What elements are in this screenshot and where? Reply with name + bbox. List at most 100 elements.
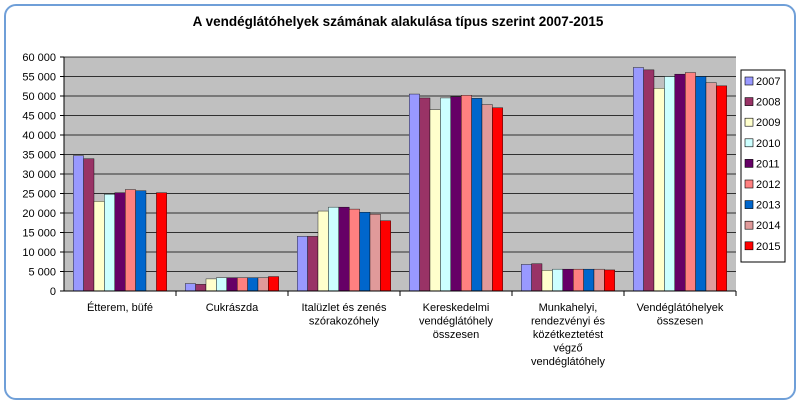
x-category-label: Cukrászda: [206, 302, 259, 314]
y-tick-label: 50 000: [22, 91, 56, 103]
legend-label: 2012: [756, 179, 780, 191]
bar: [562, 268, 574, 292]
bar: [93, 201, 105, 292]
bar: [380, 220, 391, 292]
legend-swatch: [744, 241, 754, 251]
x-category-label: összesen: [433, 329, 479, 341]
x-category-label: szórakozóhely: [309, 316, 380, 328]
bar: [359, 212, 371, 292]
legend-label: 2015: [756, 241, 780, 253]
y-tick-label: 15 000: [22, 228, 56, 240]
legend-label: 2007: [756, 76, 780, 88]
bar: [695, 76, 707, 292]
bar: [685, 72, 696, 292]
bar: [247, 277, 259, 292]
gridlines: [64, 56, 736, 272]
bar: [409, 93, 420, 292]
legend-swatch: [744, 138, 754, 148]
x-category-label: összesen: [657, 316, 703, 328]
legend-label: 2008: [756, 97, 780, 109]
x-category-label: Munkahelyi,: [539, 302, 598, 314]
y-tick-label: 40 000: [22, 130, 56, 142]
bar: [156, 192, 167, 292]
x-category-label: vendéglátóhely: [419, 316, 494, 328]
bar: [461, 95, 472, 292]
bar: [552, 268, 564, 292]
bar: [83, 158, 95, 292]
bar: [450, 96, 462, 292]
x-category-label: végző: [553, 343, 582, 355]
bar: [521, 264, 532, 292]
x-category-label: közétkeztetést: [533, 329, 603, 341]
y-axis-ticks: 0 5 000 10 000 15 000 20 000 25 000 30 000 35 0…: [22, 52, 64, 298]
bar: [236, 277, 248, 292]
y-tick-label: 45 000: [22, 111, 56, 123]
y-tick-label: 5 000: [28, 267, 56, 279]
bar: [481, 104, 493, 292]
bar: [653, 87, 665, 292]
legend-label: 2013: [756, 200, 780, 212]
bar: [664, 76, 676, 292]
y-tick-label: 35 000: [22, 150, 56, 162]
bar: [633, 67, 644, 292]
bar: [195, 284, 207, 292]
legend-swatch: [744, 179, 754, 189]
bar: [72, 155, 84, 292]
y-tick-label: 10 000: [22, 247, 56, 259]
bar: [338, 206, 350, 292]
bar: [471, 98, 483, 292]
bar: [104, 194, 116, 292]
legend-swatch: [744, 220, 754, 230]
bars: [72, 67, 728, 292]
legend-swatch: [744, 200, 754, 209]
bar: [124, 189, 136, 292]
y-tick-label: 55 000: [22, 72, 56, 84]
legend-label: 2009: [756, 117, 780, 129]
bar: [419, 97, 431, 292]
bar: [531, 263, 543, 292]
bar: [440, 97, 451, 292]
x-axis-categories: Étterem, büfé Cukrászda Italüzlet és zenés…: [87, 291, 737, 368]
bar: [349, 208, 360, 292]
bar: [205, 278, 217, 292]
legend-label: 2010: [756, 138, 780, 150]
legend-label: 2014: [756, 220, 780, 232]
legend-swatch: [744, 159, 754, 168]
chart-title: A vendéglátóhelyek számának alakulása tí…: [193, 14, 604, 29]
bar: [429, 109, 441, 292]
bar: [328, 206, 339, 292]
legend-swatch: [744, 97, 754, 106]
bar: [307, 236, 319, 292]
legend-swatch: [744, 117, 754, 127]
bar: [643, 69, 655, 292]
y-tick-label: 25 000: [22, 189, 56, 201]
x-category-label: Kereskedelmi: [423, 302, 490, 314]
x-category-label: rendezvényi és: [531, 316, 605, 328]
bar: [705, 82, 717, 292]
bar: [369, 213, 381, 292]
bar: [317, 210, 329, 292]
bar: [674, 73, 686, 292]
legend-swatch: [744, 76, 754, 86]
bar: [268, 276, 279, 292]
bar: [184, 283, 196, 292]
legend-label: 2011: [756, 158, 780, 170]
bar: [541, 270, 553, 292]
bar: [573, 268, 584, 292]
x-category-label: vendéglátóhely: [531, 356, 606, 368]
bar: [114, 192, 126, 292]
bar: [297, 236, 308, 292]
x-category-label: Étterem, büfé: [87, 301, 153, 314]
y-tick-label: 30 000: [22, 169, 56, 181]
y-tick-label: 0: [50, 286, 56, 298]
x-category-label: Vendéglátóhelyek: [637, 302, 724, 314]
bar: [135, 190, 147, 292]
bar: [216, 277, 227, 292]
y-tick-label: 60 000: [22, 52, 56, 64]
bar: [593, 268, 605, 292]
bar: [492, 107, 503, 292]
y-tick-label: 20 000: [22, 208, 56, 220]
bar: [257, 277, 269, 292]
legend: 2007 2008 2009 2010 2011 2012 2013 2014 2015: [740, 69, 786, 263]
